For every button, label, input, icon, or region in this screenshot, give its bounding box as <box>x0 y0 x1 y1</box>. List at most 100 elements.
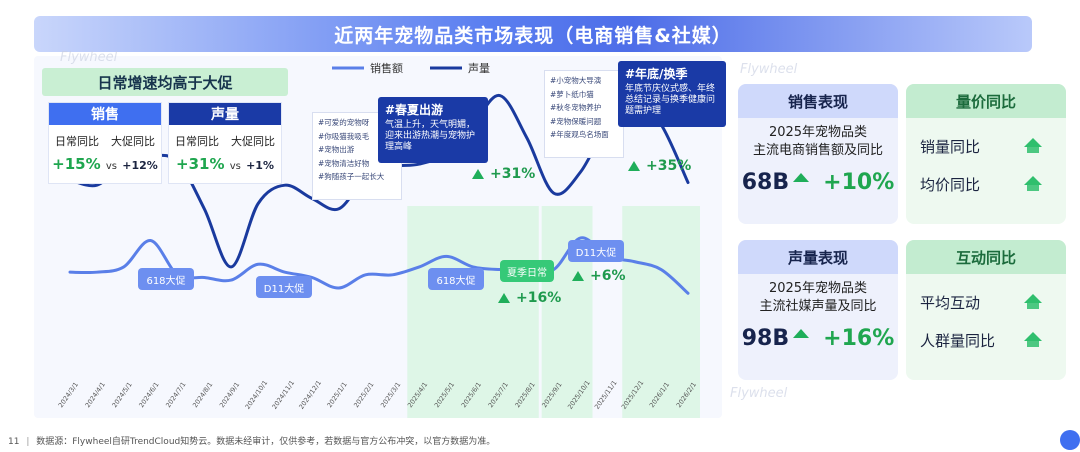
voice-performance-card: 声量表现 2025年宠物品类 主流社媒声量及同比 98B +16% <box>738 240 898 380</box>
sales-perf-growth: +10% <box>823 170 895 195</box>
voice-perf-value: 98B <box>741 326 790 351</box>
year-end-note-body: 年底节庆仪式感、年终总结记录与换季健康问题需护理 <box>625 84 716 116</box>
topic-item: #萝卜纸巾猫 <box>550 89 594 99</box>
volume-daily-value: +31% <box>176 155 225 173</box>
interaction-yoy-head: 互动同比 <box>906 240 1066 274</box>
x-tick-label: 2024/6/1 <box>137 381 160 410</box>
growth-sales-summer: +16% <box>498 290 561 306</box>
avg-price-yoy-label: 均价同比 <box>920 176 981 194</box>
spring-note: #春夏出游 气温上升，天气明媚，迎来出游热潮与宠物护理高峰 <box>378 97 488 163</box>
x-tick-label: 2024/8/1 <box>191 381 214 410</box>
price-yoy-card: 量价同比 销量同比 均价同比 <box>906 84 1066 224</box>
x-tick-label: 2024/5/1 <box>110 381 133 410</box>
volume-daily-label: 日常同比 <box>175 135 219 148</box>
voice-performance-head: 声量表现 <box>738 240 898 274</box>
brand-logo-icon <box>1060 430 1080 450</box>
audience-yoy-label: 人群量同比 <box>920 332 996 350</box>
x-tick-label: 2025/11/1 <box>593 379 619 411</box>
topic-item: #宠物保暖问题 <box>550 116 602 126</box>
spring-note-body: 气温上升，天气明媚，迎来出游热潮与宠物护理高峰 <box>385 120 476 152</box>
x-tick-label: 2024/4/1 <box>84 381 107 410</box>
sales-perf-line1: 2025年宠物品类 <box>768 125 868 140</box>
highlight-band <box>407 206 539 418</box>
autumn-topic-list: #小宠物大导演 #萝卜纸巾猫 #秋冬宠物养护 #宠物保暖问题 #年度观鸟名场面 <box>544 70 624 158</box>
promo-618-label-2024: 618大促 <box>138 268 194 290</box>
sales-kpi-head: 销售 <box>49 103 161 125</box>
x-tick-label: 2024/9/1 <box>218 381 241 410</box>
year-end-note: #年底/换季 年底节庆仪式感、年终总结记录与换季健康问题需护理 <box>618 61 726 127</box>
x-tick-label: 2024/10/1 <box>244 379 270 411</box>
topic-item: #秋冬宠物养护 <box>550 103 602 112</box>
promo-d11-label-2025: D11大促 <box>568 240 624 262</box>
topic-item: #宠物出游 <box>318 145 355 154</box>
sales-daily-label: 日常同比 <box>55 135 99 148</box>
subtitle-text: 日常增速均高于大促 <box>97 73 233 92</box>
growth-value: +35% <box>646 158 692 174</box>
up-arrow-icon <box>628 161 640 171</box>
legend-sales-label: 销售额 <box>370 61 403 75</box>
volume-promo-value: +1% <box>246 159 274 172</box>
x-tick-label: 2025/3/1 <box>379 381 402 410</box>
sales-perf-value: 68B <box>741 170 790 195</box>
growth-value: +31% <box>490 166 536 182</box>
topic-item: #狗随孩子一起长大 <box>318 172 385 181</box>
voice-perf-line2: 主流社媒声量及同比 <box>759 299 877 314</box>
volume-kpi-card: 声量 日常同比 大促同比 +31% vs +1% <box>168 102 282 184</box>
growth-sales-d11: +6% <box>572 268 626 284</box>
volume-vs: vs <box>229 161 241 172</box>
highlight-bands <box>407 206 700 418</box>
sales-volume-yoy-label: 销量同比 <box>920 138 981 156</box>
chart-legend: 销售额 声量 <box>332 61 490 75</box>
sales-daily-value: +15% <box>52 155 101 173</box>
voice-perf-growth: +16% <box>823 326 895 351</box>
watermark: Flywheel <box>60 50 118 65</box>
x-tick-label: 2024/3/1 <box>57 381 80 410</box>
topic-item: #小宠物大导演 <box>550 76 602 85</box>
data-source-note: 数据源：Flywheel自研TrendCloud知势云。数据未经审计，仅供参考，… <box>36 437 496 447</box>
sales-kpi-card: 销售 日常同比 大促同比 +15% vs +12% <box>48 102 162 184</box>
highlight-band <box>622 206 700 418</box>
legend-volume-label: 声量 <box>468 61 490 75</box>
page-number: 11 <box>8 437 20 447</box>
footer: 11 | 数据源：Flywheel自研TrendCloud知势云。数据未经审计，… <box>8 437 496 447</box>
up-arrow-icon <box>1024 138 1042 154</box>
sales-promo-value: +12% <box>122 159 158 172</box>
up-arrow-icon <box>793 173 810 182</box>
sales-performance-card: 销售表现 2025年宠物品类 主流电商销售额及同比 68B +10% <box>738 84 898 224</box>
up-arrow-icon <box>572 271 584 281</box>
price-yoy-head: 量价同比 <box>906 84 1066 118</box>
up-arrow-icon <box>1024 332 1042 348</box>
up-arrow-icon <box>793 329 810 338</box>
interaction-yoy-card: 互动同比 平均互动 人群量同比 <box>906 240 1066 380</box>
x-tick-label: 2024/7/1 <box>164 381 187 410</box>
x-tick-labels: 2024/3/1 2024/4/1 2024/5/1 2024/6/1 2024/7/1… <box>57 379 698 411</box>
topic-item: #年度观鸟名场面 <box>550 130 609 139</box>
voice-perf-line1: 2025年宠物品类 <box>768 281 868 296</box>
subtitle-banner: 日常增速均高于大促 <box>42 68 288 96</box>
topic-item: #宠物清洁好物 <box>318 158 370 168</box>
title-banner: 近两年宠物品类市场表现（电商销售&社媒） <box>34 16 1032 52</box>
growth-value: +16% <box>516 290 562 306</box>
growth-volume-summer: +31% <box>472 166 535 182</box>
sales-vs: vs <box>105 161 118 172</box>
topic-item: #你吸猫我吸毛 <box>318 131 370 141</box>
sales-promo-label: 大促同比 <box>111 135 155 148</box>
up-arrow-icon <box>472 169 484 179</box>
spring-note-title: #春夏出游 <box>385 103 444 117</box>
volume-promo-label: 大促同比 <box>231 135 275 148</box>
avg-interaction-label: 平均互动 <box>920 294 981 312</box>
up-arrow-icon <box>1024 176 1042 192</box>
x-tick-label: 2025/2/1 <box>352 381 375 410</box>
up-arrow-icon <box>498 293 510 303</box>
up-arrow-icon <box>1024 294 1042 310</box>
year-end-note-title: #年底/换季 <box>625 67 688 81</box>
sales-performance-head: 销售表现 <box>738 84 898 118</box>
promo-618-label-2025: 618大促 <box>428 268 484 290</box>
x-tick-label: 2024/12/1 <box>297 379 323 411</box>
growth-value: +6% <box>590 268 626 284</box>
x-tick-label: 2024/11/1 <box>270 379 296 411</box>
growth-volume-yearend: +35% <box>628 158 691 174</box>
summer-daily-label: 夏季日常 <box>500 260 554 282</box>
x-tick-label: 2025/1/1 <box>325 381 348 410</box>
volume-kpi-head: 声量 <box>169 103 281 125</box>
